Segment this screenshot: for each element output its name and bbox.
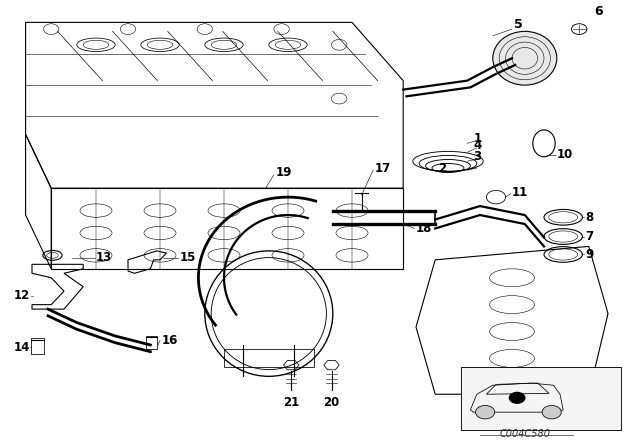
Text: 7: 7	[586, 230, 594, 243]
Text: 2: 2	[438, 161, 447, 175]
Text: 18: 18	[416, 222, 433, 235]
Text: 20: 20	[323, 396, 340, 409]
Bar	[461, 367, 621, 430]
Text: 5: 5	[514, 18, 523, 31]
Text: 1: 1	[474, 132, 482, 146]
Text: 6: 6	[594, 4, 603, 18]
Text: 3: 3	[474, 150, 482, 164]
Bar	[224, 349, 314, 367]
Text: 15: 15	[179, 251, 196, 264]
Bar	[146, 336, 157, 349]
Text: 8: 8	[586, 211, 594, 224]
Text: 9: 9	[586, 248, 594, 261]
Text: 17: 17	[374, 161, 390, 175]
Circle shape	[476, 405, 495, 419]
Text: 14: 14	[14, 340, 31, 354]
Text: 11: 11	[512, 186, 528, 199]
Text: 21: 21	[283, 396, 300, 409]
Ellipse shape	[493, 31, 557, 85]
Circle shape	[542, 405, 561, 419]
Text: 16: 16	[161, 334, 178, 347]
Text: 10: 10	[557, 148, 573, 161]
Text: C004C580: C004C580	[499, 429, 550, 439]
Text: 13: 13	[96, 251, 112, 264]
Bar	[31, 338, 44, 354]
Text: 4: 4	[474, 139, 482, 152]
Text: 12: 12	[14, 289, 30, 302]
Circle shape	[509, 392, 525, 403]
Text: 19: 19	[275, 166, 292, 179]
